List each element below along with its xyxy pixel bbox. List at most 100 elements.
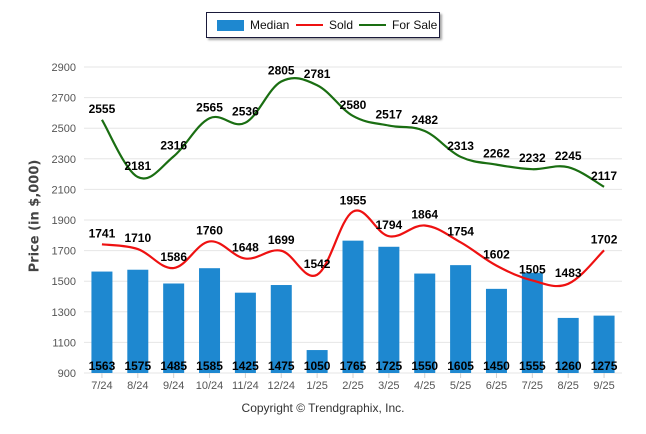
sold-data-label: 1602 (483, 248, 510, 262)
median-bar-label: 1425 (232, 359, 259, 373)
median-bar (485, 288, 507, 373)
y-tick-label: 1100 (52, 337, 76, 349)
median-bar-label: 1260 (555, 359, 582, 373)
legend-item-median[interactable]: Median (217, 13, 289, 37)
for-sale-data-label: 2580 (340, 98, 367, 112)
median-bar (91, 271, 113, 373)
median-bar (521, 272, 543, 373)
for-sale-data-label: 2555 (89, 102, 116, 116)
sold-data-label: 1648 (232, 241, 259, 255)
for-sale-data-label: 2316 (160, 138, 187, 152)
y-tick-label: 1900 (52, 215, 76, 227)
sold-line (101, 209, 605, 288)
median-bar-label: 1450 (483, 359, 510, 373)
for-sale-data-label: 2232 (519, 151, 546, 165)
y-axis-ticks: 900 1100 1300 1500 1700 1900 2100 2300 2500 2700 2… (52, 62, 76, 380)
x-tick-label: 5/25 (450, 380, 471, 392)
legend-sold-label: Sold (329, 18, 354, 32)
sold-data-label: 1710 (124, 231, 151, 245)
median-bar (593, 315, 615, 373)
sold-data-label: 1505 (519, 262, 546, 276)
y-tick-label: 1500 (52, 276, 76, 288)
x-tick-label: 3/25 (378, 380, 399, 392)
sold-data-label: 1702 (591, 232, 618, 246)
x-tick-label: 12/24 (268, 380, 296, 392)
for-sale-data-label: 2517 (376, 108, 403, 122)
for-sale-data-label: 2245 (555, 149, 582, 163)
median-bar-label: 1725 (376, 359, 403, 373)
sold-data-label: 1794 (376, 218, 403, 232)
sold-data-label: 1760 (196, 223, 223, 237)
legend-item-for-sale[interactable]: For Sale (359, 13, 437, 37)
legend-item-sold[interactable]: Sold (296, 13, 353, 37)
median-bar (557, 317, 579, 373)
median-bar (378, 246, 400, 373)
x-tick-label: 9/24 (163, 380, 184, 392)
for-sale-data-label: 2262 (483, 147, 510, 161)
legend-median-label: Median (250, 18, 290, 32)
sold-data-label: 1741 (89, 226, 116, 240)
median-bar-label: 1485 (160, 359, 187, 373)
median-bar (450, 265, 472, 373)
sold-data-label: 1955 (340, 194, 367, 208)
median-bar-label: 1585 (196, 359, 223, 373)
y-tick-label: 2900 (52, 62, 76, 74)
y-tick-label: 1700 (52, 246, 76, 258)
for-sale-data-label: 2565 (196, 100, 223, 114)
median-swatch-icon (217, 19, 244, 31)
y-tick-label: 2300 (52, 154, 76, 166)
median-bar (342, 240, 364, 373)
median-bar-label: 1475 (268, 359, 295, 373)
x-tick-label: 6/25 (486, 380, 507, 392)
legend: Median Sold For Sale (206, 12, 440, 38)
x-tick-label: 8/24 (127, 380, 148, 392)
median-bar-label: 1563 (89, 359, 116, 373)
for-sale-data-label: 2181 (124, 159, 151, 173)
median-bar-label: 1605 (447, 359, 474, 373)
sold-series (101, 209, 605, 288)
for-sale-data-label: 2313 (447, 139, 474, 153)
for-sale-data-label: 2805 (268, 64, 295, 78)
for-sale-line (100, 77, 605, 188)
for-sale-swatch-icon (359, 24, 386, 26)
sold-data-labels: 1741 1710 1586 1760 1648 1699 1542 1955 1794 1864… (89, 194, 618, 280)
median-bars (91, 240, 615, 373)
sold-data-label: 1586 (160, 250, 187, 264)
sold-data-label: 1542 (304, 257, 331, 271)
median-bar (234, 292, 256, 373)
x-tick-label: 10/24 (196, 380, 224, 392)
x-tick-label: 8/25 (557, 380, 578, 392)
y-tick-label: 2700 (52, 93, 76, 105)
median-bar (270, 285, 292, 373)
median-bar (199, 268, 221, 373)
sold-data-label: 1483 (555, 266, 582, 280)
for-sale-data-label: 2482 (411, 113, 438, 127)
sold-data-label: 1699 (268, 233, 295, 247)
median-bar (306, 350, 328, 373)
x-axis-ticks: 7/24 8/24 9/24 10/24 11/24 12/24 1/25 2/25 3/25 4… (91, 373, 615, 392)
median-bar (414, 273, 436, 373)
x-tick-label: 1/25 (306, 380, 327, 392)
median-bar (163, 283, 185, 373)
median-bar-label: 1275 (591, 359, 618, 373)
median-bar-labels: 1563 1575 1485 1585 1425 1475 1050 1765 1725 1550… (89, 359, 618, 373)
y-axis-label: Price (in $,000) (27, 159, 43, 273)
copyright-text: Copyright © Trendgraphix, Inc. (241, 401, 405, 415)
median-bar-label: 1765 (340, 359, 367, 373)
x-tick-label: 11/24 (232, 380, 259, 392)
sold-data-label: 1754 (447, 224, 474, 238)
y-tick-label: 900 (58, 368, 76, 380)
x-tick-label: 9/25 (593, 380, 614, 392)
median-bar (127, 269, 149, 373)
sold-data-label: 1864 (411, 208, 438, 222)
for-sale-data-label: 2117 (591, 169, 617, 183)
for-sale-series (100, 77, 605, 188)
legend-for-sale-label: For Sale (392, 18, 438, 32)
x-tick-label: 2/25 (342, 380, 363, 392)
for-sale-data-label: 2536 (232, 105, 259, 119)
x-tick-label: 7/25 (522, 380, 543, 392)
for-sale-data-label: 2781 (304, 67, 331, 81)
for-sale-data-labels: 2555 2181 2316 2565 2536 2805 2781 2580 2517 2482… (89, 64, 618, 183)
median-bar-label: 1050 (304, 359, 331, 373)
